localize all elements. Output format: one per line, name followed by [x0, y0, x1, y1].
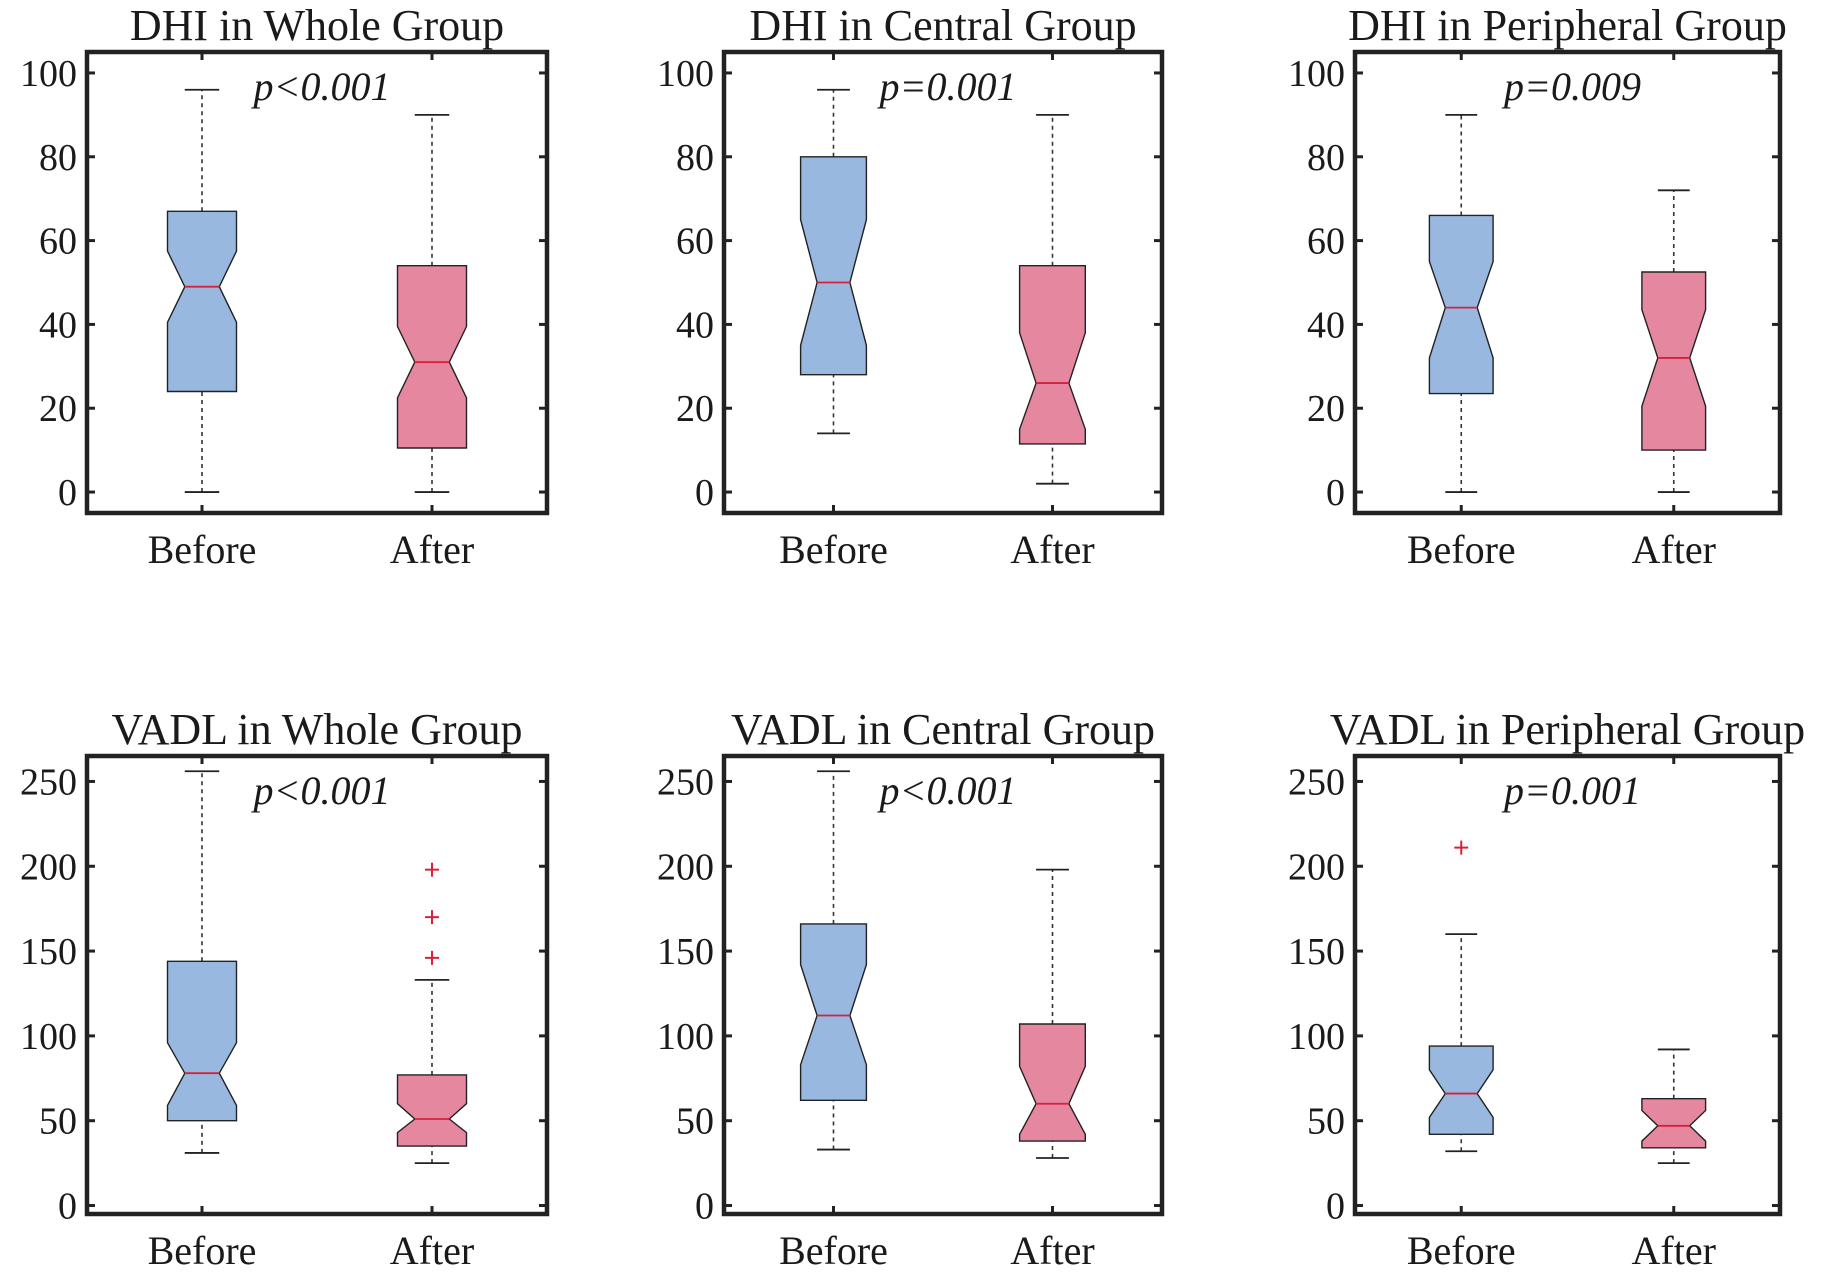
chart-title: DHI in Peripheral Group	[1348, 1, 1787, 50]
chart-title: VADL in Central Group	[731, 705, 1155, 754]
box-before	[799, 923, 868, 1102]
p-value-annotation: p=0.001	[877, 64, 1017, 109]
y-tick-label: 0	[695, 472, 714, 514]
p-value-annotation: p<0.001	[251, 64, 391, 109]
box-after	[1018, 1023, 1087, 1142]
outlier-marker	[425, 950, 439, 965]
y-tick-label: 20	[676, 388, 714, 430]
y-tick-label: 50	[39, 1101, 77, 1143]
y-tick-label: 150	[20, 931, 77, 973]
y-tick-label: 100	[657, 1016, 714, 1058]
plot-frame	[721, 753, 1165, 1217]
y-tick-label: 100	[1288, 53, 1345, 95]
p-value-annotation: p=0.001	[1501, 768, 1641, 813]
box-after	[1018, 265, 1087, 445]
y-tick-label: 200	[20, 846, 77, 888]
x-category-label: Before	[148, 1228, 257, 1273]
y-tick-label: 60	[39, 221, 77, 263]
chart-panel-4: VADL in Whole Group 0 50 100 150 200 250 Before…	[20, 705, 550, 1273]
chart-panel-1: DHI in Whole Group 0 20 40 60 80 100 Before Afte…	[20, 1, 550, 572]
y-tick-label: 150	[1288, 931, 1345, 973]
y-tick-label: 0	[58, 1186, 77, 1228]
y-tick-label: 80	[1307, 137, 1345, 179]
y-tick-label: 100	[20, 53, 77, 95]
box-after	[1641, 1097, 1707, 1149]
y-tick-label: 50	[676, 1101, 714, 1143]
y-tick-label: 20	[1307, 388, 1345, 430]
y-tick-label: 60	[1307, 221, 1345, 263]
plot-frame	[721, 49, 1165, 516]
p-value-annotation: p<0.001	[877, 768, 1017, 813]
plot-frame	[84, 753, 550, 1217]
x-category-label: Before	[1407, 527, 1516, 572]
y-tick-label: 250	[1288, 761, 1345, 803]
y-tick-label: 80	[39, 137, 77, 179]
y-tick-label: 40	[39, 304, 77, 346]
plot-frame	[1352, 753, 1783, 1217]
chart-title: VADL in Peripheral Group	[1330, 705, 1805, 754]
y-tick-label: 100	[1288, 1016, 1345, 1058]
y-tick-label: 200	[1288, 846, 1345, 888]
y-tick-label: 150	[657, 931, 714, 973]
box-before	[166, 210, 238, 393]
y-tick-label: 100	[657, 53, 714, 95]
x-category-label: After	[390, 1228, 474, 1273]
x-category-label: After	[1010, 1228, 1094, 1273]
y-tick-label: 100	[20, 1016, 77, 1058]
y-tick-label: 250	[657, 761, 714, 803]
x-category-label: After	[1010, 527, 1094, 572]
y-tick-label: 0	[1326, 1186, 1345, 1228]
y-tick-label: 20	[39, 388, 77, 430]
box-after	[396, 1074, 468, 1147]
plot-frame	[84, 49, 550, 516]
plot-frame	[1352, 49, 1783, 516]
chart-panel-2: DHI in Central Group 0 20 40 60 80 100 Before Af…	[657, 1, 1165, 572]
y-tick-label: 250	[20, 761, 77, 803]
x-category-label: Before	[1407, 1228, 1516, 1273]
x-category-label: After	[1632, 527, 1716, 572]
outlier-marker	[1454, 840, 1469, 855]
box-before	[1428, 214, 1494, 395]
y-tick-label: 0	[58, 472, 77, 514]
chart-panel-6: VADL in Peripheral Group 0 50 100 150 200 250 B…	[1288, 705, 1805, 1273]
box-after	[1641, 271, 1707, 451]
y-tick-label: 50	[1307, 1101, 1345, 1143]
chart-title: VADL in Whole Group	[111, 705, 522, 754]
y-tick-label: 40	[676, 304, 714, 346]
y-tick-label: 200	[657, 846, 714, 888]
chart-title: DHI in Central Group	[749, 1, 1136, 50]
x-category-label: After	[390, 527, 474, 572]
p-value-annotation: p<0.001	[251, 768, 391, 813]
outlier-marker	[425, 862, 439, 877]
box-before	[1428, 1045, 1494, 1136]
chart-title: DHI in Whole Group	[130, 1, 504, 50]
x-category-label: Before	[779, 1228, 888, 1273]
chart-panel-3: DHI in Peripheral Group 0 20 40 60 80 100 Befor…	[1288, 1, 1787, 572]
box-before	[799, 156, 868, 376]
x-category-label: After	[1632, 1228, 1716, 1273]
box-after	[396, 265, 468, 449]
y-tick-label: 60	[676, 221, 714, 263]
x-category-label: Before	[148, 527, 257, 572]
chart-panel-5: VADL in Central Group 0 50 100 150 200 250 Befo…	[657, 705, 1165, 1273]
y-tick-label: 80	[676, 137, 714, 179]
box-before	[166, 960, 238, 1122]
y-tick-label: 0	[695, 1186, 714, 1228]
outlier-marker	[425, 910, 439, 925]
y-tick-label: 0	[1326, 472, 1345, 514]
y-tick-label: 40	[1307, 304, 1345, 346]
p-value-annotation: p=0.009	[1501, 64, 1641, 109]
x-category-label: Before	[779, 527, 888, 572]
